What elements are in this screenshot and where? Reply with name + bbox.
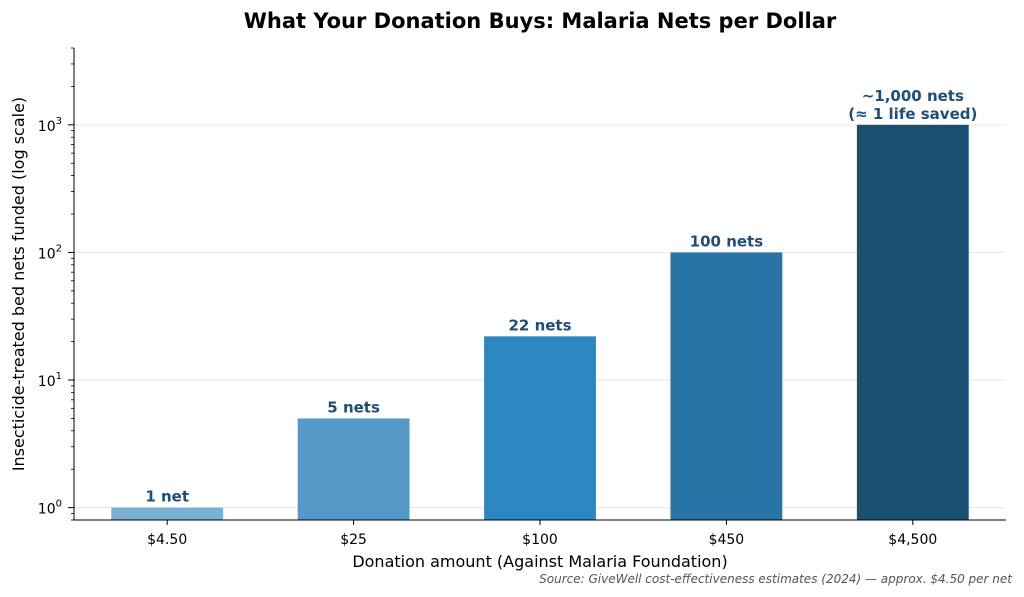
x-tick-label: $25 [340, 532, 367, 548]
y-tick-label: 103 [38, 116, 62, 135]
bar-1 [297, 418, 410, 520]
data-label-2: 22 nets [508, 316, 571, 334]
y-tick-label: 100 [38, 499, 62, 518]
data-label-0: 1 net [145, 488, 189, 506]
bar-0 [111, 507, 224, 520]
x-tick-label: $100 [522, 532, 558, 548]
x-tick-label: $4,500 [888, 532, 937, 548]
data-label-1: 5 nets [327, 398, 380, 416]
y-tick-label: 102 [38, 243, 62, 262]
y-tick-label: 101 [38, 371, 62, 390]
bar-2 [484, 336, 596, 520]
data-label-4: (≈ 1 life saved) [848, 105, 977, 123]
x-axis-label: Donation amount (Against Malaria Foundat… [352, 552, 727, 571]
x-ticks: $4.50 $25 $100 $450 $4,500 [147, 520, 937, 548]
bar-4 [856, 124, 969, 521]
x-tick-label: $4.50 [147, 532, 187, 548]
chart-title: What Your Donation Buys: Malaria Nets pe… [244, 9, 837, 33]
data-labels: 1 net 5 nets 22 nets 100 nets ~1,000 nets(≈ … [145, 87, 977, 506]
source-note: Source: GiveWell cost-effectiveness esti… [539, 572, 1013, 586]
data-label-3: 100 nets [690, 232, 764, 250]
data-label-4: ~1,000 nets [862, 87, 964, 105]
y-ticks: 100 101 102 103 [38, 47, 74, 521]
y-axis-label: Insecticide-treated bed nets funded (log… [9, 97, 28, 471]
bar-3 [670, 252, 783, 521]
bars [111, 124, 969, 521]
x-tick-label: $450 [709, 532, 745, 548]
